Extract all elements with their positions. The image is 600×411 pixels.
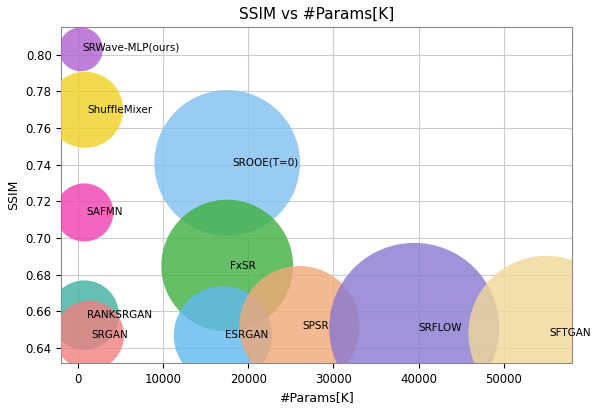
Text: FxSR: FxSR — [230, 261, 256, 270]
Text: SRWave-MLP(ours): SRWave-MLP(ours) — [83, 42, 180, 53]
Text: SAFMN: SAFMN — [86, 208, 122, 217]
Text: RANKSRGAN: RANKSRGAN — [87, 310, 152, 320]
Point — [85, 332, 94, 339]
Point — [223, 159, 232, 166]
Point — [409, 325, 419, 331]
Text: SPSR: SPSR — [303, 321, 329, 331]
Point — [223, 262, 232, 269]
Point — [541, 330, 551, 337]
Text: SRFLOW: SRFLOW — [419, 323, 462, 333]
Text: SROOE(T=0): SROOE(T=0) — [232, 158, 299, 168]
X-axis label: #Params[K]: #Params[K] — [279, 391, 354, 404]
Title: SSIM vs #Params[K]: SSIM vs #Params[K] — [239, 7, 394, 22]
Text: ESRGAN: ESRGAN — [226, 330, 269, 340]
Point — [218, 332, 228, 339]
Point — [80, 106, 90, 113]
Text: SRGAN: SRGAN — [92, 330, 128, 340]
Point — [80, 312, 89, 319]
Point — [76, 46, 86, 53]
Text: ShuffleMixer: ShuffleMixer — [87, 105, 152, 115]
Y-axis label: SSIM: SSIM — [7, 180, 20, 210]
Point — [80, 209, 89, 216]
Point — [295, 323, 304, 329]
Text: SFTGAN: SFTGAN — [550, 328, 591, 338]
